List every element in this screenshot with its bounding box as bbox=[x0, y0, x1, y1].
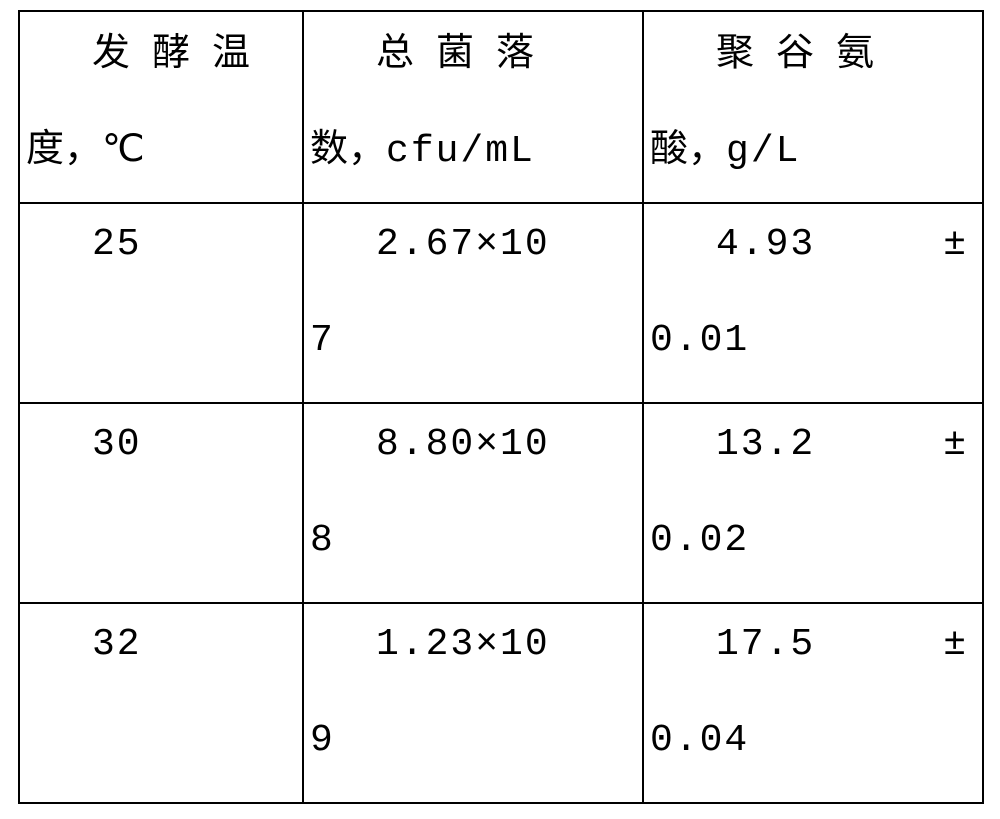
header-temp-line2: 度，℃ bbox=[26, 130, 147, 171]
temp-value: 25 bbox=[92, 226, 142, 264]
cell-colony: 1.23×10 9 bbox=[303, 603, 643, 803]
colony-value-line2: 9 bbox=[310, 722, 335, 760]
header-cell-pga: 聚谷氨 酸，g/L bbox=[643, 11, 983, 203]
header-colony-line2: 数，cfu/mL bbox=[310, 130, 535, 171]
cell-pga: 4.93 ± 0.01 bbox=[643, 203, 983, 403]
table-row: 30 8.80×10 8 13.2 ± 0.02 bbox=[19, 403, 983, 603]
header-cell-colony: 总菌落 数，cfu/mL bbox=[303, 11, 643, 203]
colony-value-line2: 7 bbox=[310, 322, 335, 360]
pga-pm: ± bbox=[943, 426, 968, 464]
pga-value-line2: 0.02 bbox=[650, 522, 749, 560]
header-temp-unit: ℃ bbox=[102, 130, 147, 173]
cell-pga: 17.5 ± 0.04 bbox=[643, 603, 983, 803]
pga-value-line1: 17.5 bbox=[716, 626, 815, 664]
cell-pga: 13.2 ± 0.02 bbox=[643, 403, 983, 603]
header-pga-prefix: 酸， bbox=[650, 128, 726, 170]
pga-value-line1: 13.2 bbox=[716, 426, 815, 464]
table-row: 25 2.67×10 7 4.93 ± 0.01 bbox=[19, 203, 983, 403]
pga-val: 4.93 bbox=[716, 223, 815, 266]
table-row: 32 1.23×10 9 17.5 ± 0.04 bbox=[19, 603, 983, 803]
header-temp-line1: 发酵温 bbox=[92, 34, 272, 72]
table-header-row: 发酵温 度，℃ 总菌落 数，cfu/mL 聚谷氨 酸，g/L bbox=[19, 11, 983, 203]
pga-value-line2: 0.01 bbox=[650, 322, 749, 360]
pga-pm: ± bbox=[943, 226, 968, 264]
pga-value-line1: 4.93 bbox=[716, 226, 815, 264]
cell-temp: 25 bbox=[19, 203, 303, 403]
pga-value-line2: 0.04 bbox=[650, 722, 749, 760]
pga-val: 13.2 bbox=[716, 423, 815, 466]
header-pga-unit: g/L bbox=[726, 130, 800, 173]
cell-temp: 32 bbox=[19, 603, 303, 803]
cell-colony: 2.67×10 7 bbox=[303, 203, 643, 403]
pga-pm: ± bbox=[943, 626, 968, 664]
page: 发酵温 度，℃ 总菌落 数，cfu/mL 聚谷氨 酸，g/L bbox=[0, 0, 1000, 819]
temp-value: 30 bbox=[92, 426, 142, 464]
header-pga-line1: 聚谷氨 bbox=[716, 34, 896, 72]
colony-value-line1: 2.67×10 bbox=[376, 226, 550, 264]
header-colony-line1: 总菌落 bbox=[376, 34, 556, 72]
colony-value-line1: 1.23×10 bbox=[376, 626, 550, 664]
data-table: 发酵温 度，℃ 总菌落 数，cfu/mL 聚谷氨 酸，g/L bbox=[18, 10, 984, 804]
temp-value: 32 bbox=[92, 626, 142, 664]
header-temp-prefix: 度， bbox=[26, 128, 102, 170]
pga-val: 17.5 bbox=[716, 623, 815, 666]
header-colony-unit: cfu/mL bbox=[386, 130, 535, 173]
cell-temp: 30 bbox=[19, 403, 303, 603]
colony-value-line1: 8.80×10 bbox=[376, 426, 550, 464]
colony-value-line2: 8 bbox=[310, 522, 335, 560]
header-pga-line2: 酸，g/L bbox=[650, 130, 800, 171]
header-cell-temp: 发酵温 度，℃ bbox=[19, 11, 303, 203]
header-colony-prefix: 数， bbox=[310, 128, 386, 170]
cell-colony: 8.80×10 8 bbox=[303, 403, 643, 603]
